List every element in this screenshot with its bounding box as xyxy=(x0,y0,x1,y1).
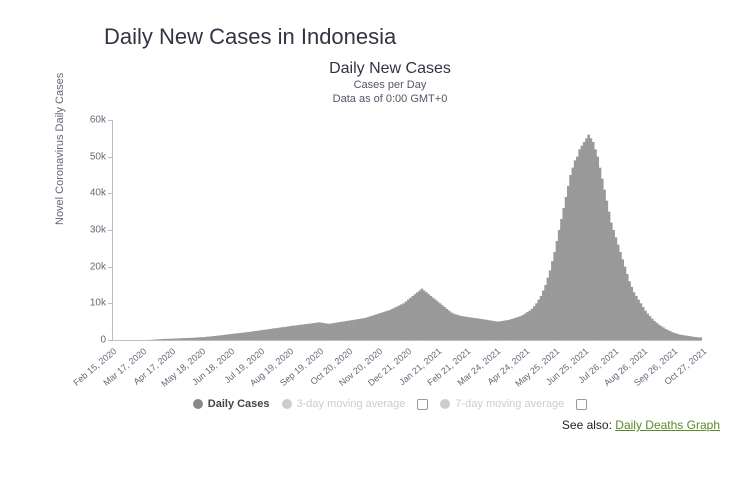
legend-label: 3-day moving average xyxy=(297,398,406,410)
legend-dot-icon xyxy=(193,399,203,409)
chart-container: Daily New Cases Cases per Day Data as of… xyxy=(60,60,720,410)
legend-label: 7-day moving average xyxy=(455,398,564,410)
y-axis-label: Novel Coronavirus Daily Cases xyxy=(54,73,66,225)
chart-subtitle-2: Data as of 0:00 GMT+0 xyxy=(60,92,720,106)
legend-dot-icon xyxy=(440,399,450,409)
legend-item-daily-cases[interactable]: Daily Cases xyxy=(193,398,270,410)
chart-subtitle-1: Cases per Day xyxy=(60,78,720,92)
page-title: Daily New Cases in Indonesia xyxy=(0,0,750,60)
legend-label: Daily Cases xyxy=(208,398,270,410)
y-tick-label: 40k xyxy=(78,188,106,199)
bar-series xyxy=(112,120,702,340)
y-tick-label: 50k xyxy=(78,151,106,162)
legend-item-ma3[interactable]: 3-day moving average xyxy=(282,398,406,410)
chart-title: Daily New Cases xyxy=(60,60,720,78)
see-also: See also: Daily Deaths Graph xyxy=(0,410,750,432)
y-tick-label: 10k xyxy=(78,298,106,309)
legend-dot-icon xyxy=(282,399,292,409)
legend-checkbox-ma7[interactable] xyxy=(576,399,587,410)
plot-area[interactable]: 010k20k30k40k50k60kFeb 15, 2020Mar 17, 2… xyxy=(112,120,702,340)
legend-checkbox-ma3[interactable] xyxy=(417,399,428,410)
see-also-label: See also: xyxy=(562,418,612,432)
see-also-link[interactable]: Daily Deaths Graph xyxy=(615,418,720,432)
legend: Daily Cases 3-day moving average 7-day m… xyxy=(60,398,720,410)
legend-item-ma7[interactable]: 7-day moving average xyxy=(440,398,564,410)
y-tick-label: 30k xyxy=(78,225,106,236)
y-tick-label: 0 xyxy=(78,335,106,346)
y-tick-label: 20k xyxy=(78,261,106,272)
y-tick-label: 60k xyxy=(78,115,106,126)
